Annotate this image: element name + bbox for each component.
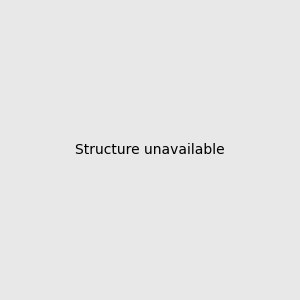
Text: Structure unavailable: Structure unavailable [75, 143, 225, 157]
